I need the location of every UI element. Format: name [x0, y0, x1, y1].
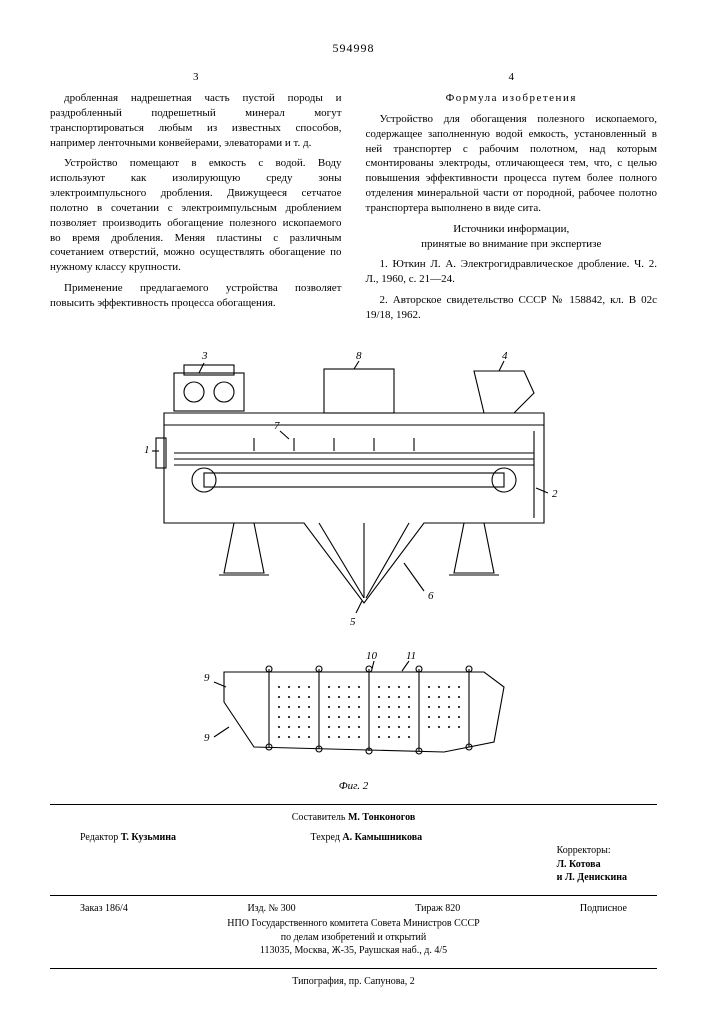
left-column: 3 дробленная надрешетная часть пустой по…	[50, 70, 342, 329]
tech-block: Техред А. Камышникова	[310, 831, 422, 885]
divider-3	[50, 968, 657, 969]
tirazh: Тираж 820	[415, 902, 460, 916]
callout-4: 4	[502, 350, 508, 362]
formula-title: Формула изобретения	[366, 91, 658, 106]
editor-name: Т. Кузьмина	[121, 832, 176, 843]
text-columns: 3 дробленная надрешетная часть пустой по…	[50, 70, 657, 329]
callout-5: 5	[350, 616, 356, 628]
footer-row-1: Заказ 186/4 Изд. № 300 Тираж 820 Подписн…	[80, 902, 627, 916]
org-line-1: НПО Государственного комитета Совета Мин…	[50, 917, 657, 931]
address: 113035, Москва, Ж-35, Раушская наб., д. …	[50, 944, 657, 958]
sources-title: Источники информации, принятые во вниман…	[366, 222, 658, 252]
callout-9b: 9	[204, 732, 210, 744]
org-line-2: по делам изобретений и открытий	[50, 931, 657, 945]
formula-text: Устройство для обогащения полезного иско…	[366, 112, 658, 216]
figure-1: 3 8 4 1 7 2 5 6	[50, 343, 657, 633]
compiler-line: Составитель М. Тонконогов	[50, 811, 657, 825]
fig2-label: Фиг. 2	[50, 779, 657, 794]
divider-1	[50, 804, 657, 805]
left-p3: Применение предлагаемого устройства позв…	[50, 281, 342, 311]
left-col-number: 3	[50, 70, 342, 85]
callout-7: 7	[274, 420, 280, 432]
order-num: Заказ 186/4	[80, 902, 128, 916]
sign: Подписное	[580, 902, 627, 916]
figure-2: 9 9 10 11 Фиг. 2	[50, 647, 657, 794]
source-1: 1. Юткин Л. А. Электрогидравлическое дро…	[366, 257, 658, 287]
corr-names: Л. Котова и Л. Денискина	[557, 859, 627, 884]
callout-9a: 9	[204, 672, 210, 684]
typography: Типография, пр. Сапунова, 2	[50, 975, 657, 989]
izd-num: Изд. № 300	[247, 902, 295, 916]
compiler-label: Составитель	[292, 812, 346, 823]
tech-name: А. Камышникова	[342, 832, 422, 843]
roles-row: Редактор Т. Кузьмина Техред А. Камышнико…	[80, 831, 627, 885]
corr-block: Корректоры: Л. Котова и Л. Денискина	[557, 831, 627, 885]
callout-10: 10	[366, 650, 378, 662]
compiler-name: М. Тонконогов	[348, 812, 415, 823]
publisher-info: НПО Государственного комитета Совета Мин…	[50, 917, 657, 958]
callout-6: 6	[428, 590, 434, 602]
callout-8: 8	[356, 350, 362, 362]
editor-block: Редактор Т. Кузьмина	[80, 831, 176, 885]
tech-label: Техред	[310, 832, 339, 843]
left-p1: дробленная надрешетная часть пустой поро…	[50, 91, 342, 150]
right-col-number: 4	[366, 70, 658, 85]
patent-number: 594998	[50, 40, 657, 56]
callout-3: 3	[201, 350, 208, 362]
source-2: 2. Авторское свидетельство СССР № 158842…	[366, 293, 658, 323]
callout-2: 2	[552, 488, 558, 500]
callout-11: 11	[406, 650, 416, 662]
callout-1: 1	[144, 444, 150, 456]
corr-label: Корректоры:	[557, 845, 611, 856]
editor-label: Редактор	[80, 832, 118, 843]
right-column: 4 Формула изобретения Устройство для обо…	[366, 70, 658, 329]
divider-2	[50, 895, 657, 896]
left-p2: Устройство помещают в емкость с водой. В…	[50, 156, 342, 275]
